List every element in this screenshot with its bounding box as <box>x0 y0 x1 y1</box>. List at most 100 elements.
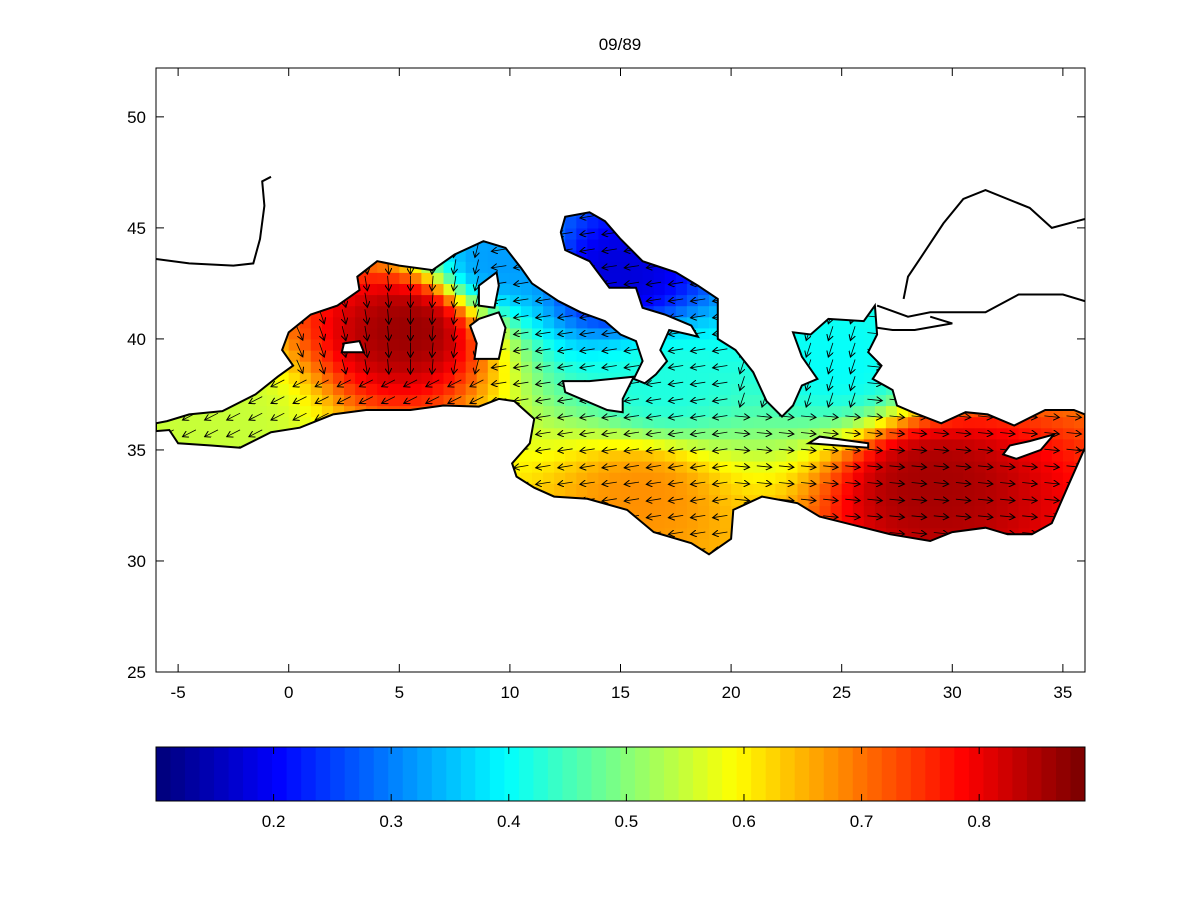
quiver-arrow <box>668 382 684 384</box>
heat-cell <box>377 283 389 296</box>
heat-cell <box>675 294 688 307</box>
heat-cell <box>952 449 964 462</box>
heat-cell <box>521 350 533 362</box>
heat-cell <box>852 338 865 351</box>
heat-cell <box>908 438 920 451</box>
heat-cell <box>852 416 865 429</box>
heat-cell <box>631 394 644 407</box>
heat-cell <box>399 294 411 307</box>
heat-cell <box>399 327 411 340</box>
colorbar-cell <box>214 747 230 801</box>
quiver-arrow <box>491 266 507 268</box>
heat-cell <box>797 461 810 473</box>
heat-cell <box>797 483 810 495</box>
heat-cell <box>377 383 389 395</box>
heat-cell <box>598 416 611 429</box>
heat-cell <box>421 305 434 318</box>
heat-cell <box>443 361 456 373</box>
quiver-arrow <box>691 449 706 451</box>
heat-cell <box>720 483 732 495</box>
quiver-arrow <box>470 379 484 387</box>
quiver-arrow <box>580 432 595 434</box>
quiver-arrow <box>432 275 433 291</box>
quiver-arrow <box>432 292 433 308</box>
heat-cell <box>852 327 865 340</box>
heat-cell <box>598 472 611 484</box>
heat-cell <box>908 505 920 518</box>
heat-cell <box>377 338 389 351</box>
heat-cell <box>841 327 854 340</box>
heat-cell <box>333 372 345 384</box>
heat-cell <box>963 416 975 429</box>
heat-cell <box>366 294 378 307</box>
quiver-arrow <box>977 483 993 485</box>
quiver-arrow <box>756 433 772 435</box>
quiver-arrow <box>388 325 389 341</box>
quiver-arrow <box>536 366 551 368</box>
heat-cell <box>664 483 677 495</box>
map-plot-area: -5 0 5 10 15 20 25 30 35 25 30 35 40 45 50 <box>127 67 1086 702</box>
heat-cell <box>841 427 854 440</box>
heat-cell <box>863 438 876 451</box>
heat-cell <box>631 405 644 418</box>
quiver-arrow <box>646 416 662 418</box>
heat-cell <box>543 405 555 418</box>
coastline-segment <box>902 189 1085 300</box>
heat-cell <box>653 372 666 384</box>
heat-cell <box>819 394 832 407</box>
heat-cell <box>742 438 754 451</box>
quiver-arrow <box>646 515 662 517</box>
quiver-arrow <box>823 449 838 451</box>
heat-cell <box>321 383 334 395</box>
heat-cell <box>996 516 1009 529</box>
heat-cell <box>565 449 577 462</box>
heat-cell <box>819 494 832 507</box>
heat-cell <box>686 483 699 495</box>
colorbar-cell <box>257 747 273 801</box>
quiver-arrow <box>602 416 617 418</box>
quiver-arrow <box>977 499 993 501</box>
heat-cell <box>819 416 832 429</box>
quiver-arrow <box>475 276 479 291</box>
heat-cell <box>432 316 445 329</box>
heat-cell <box>1018 483 1031 495</box>
heat-cell <box>697 449 710 462</box>
quiver-arrow <box>491 382 507 384</box>
quiver-arrow <box>296 326 303 341</box>
heat-cell <box>753 472 765 484</box>
colorbar-cell <box>1070 747 1086 801</box>
heat-cell <box>432 383 445 395</box>
quiver-arrow <box>293 412 307 420</box>
heat-cell <box>731 416 743 429</box>
quiver-arrow <box>646 499 662 501</box>
heat-cell <box>598 405 611 418</box>
heat-cell <box>852 394 865 407</box>
heat-cell <box>874 483 887 495</box>
heat-cell <box>498 305 511 318</box>
heat-cell <box>642 472 655 484</box>
heat-cell <box>908 416 920 429</box>
heat-cell <box>863 383 876 395</box>
heat-cell <box>399 272 411 284</box>
heat-cell <box>565 472 577 484</box>
quiver-arrow <box>602 349 617 351</box>
quiver-arrow <box>933 449 949 451</box>
quiver-arrow <box>691 465 706 467</box>
heat-cell <box>509 383 522 395</box>
quiver-arrow <box>1022 466 1037 468</box>
heat-cell <box>819 383 832 395</box>
heat-cell <box>377 350 389 362</box>
quiver-arrow <box>1044 449 1059 451</box>
heat-cell <box>576 338 588 351</box>
heat-cell <box>465 261 478 273</box>
colorbar-cell <box>156 747 172 801</box>
heat-cell <box>465 372 478 384</box>
quiver-arrow <box>646 299 662 301</box>
heat-cell <box>697 394 710 407</box>
heat-cell <box>664 383 677 395</box>
heat-cell <box>1062 449 1075 462</box>
heat-cell <box>753 483 765 495</box>
heat-cell <box>930 505 942 518</box>
quiver-arrow <box>404 379 418 387</box>
heat-cell <box>366 350 378 362</box>
